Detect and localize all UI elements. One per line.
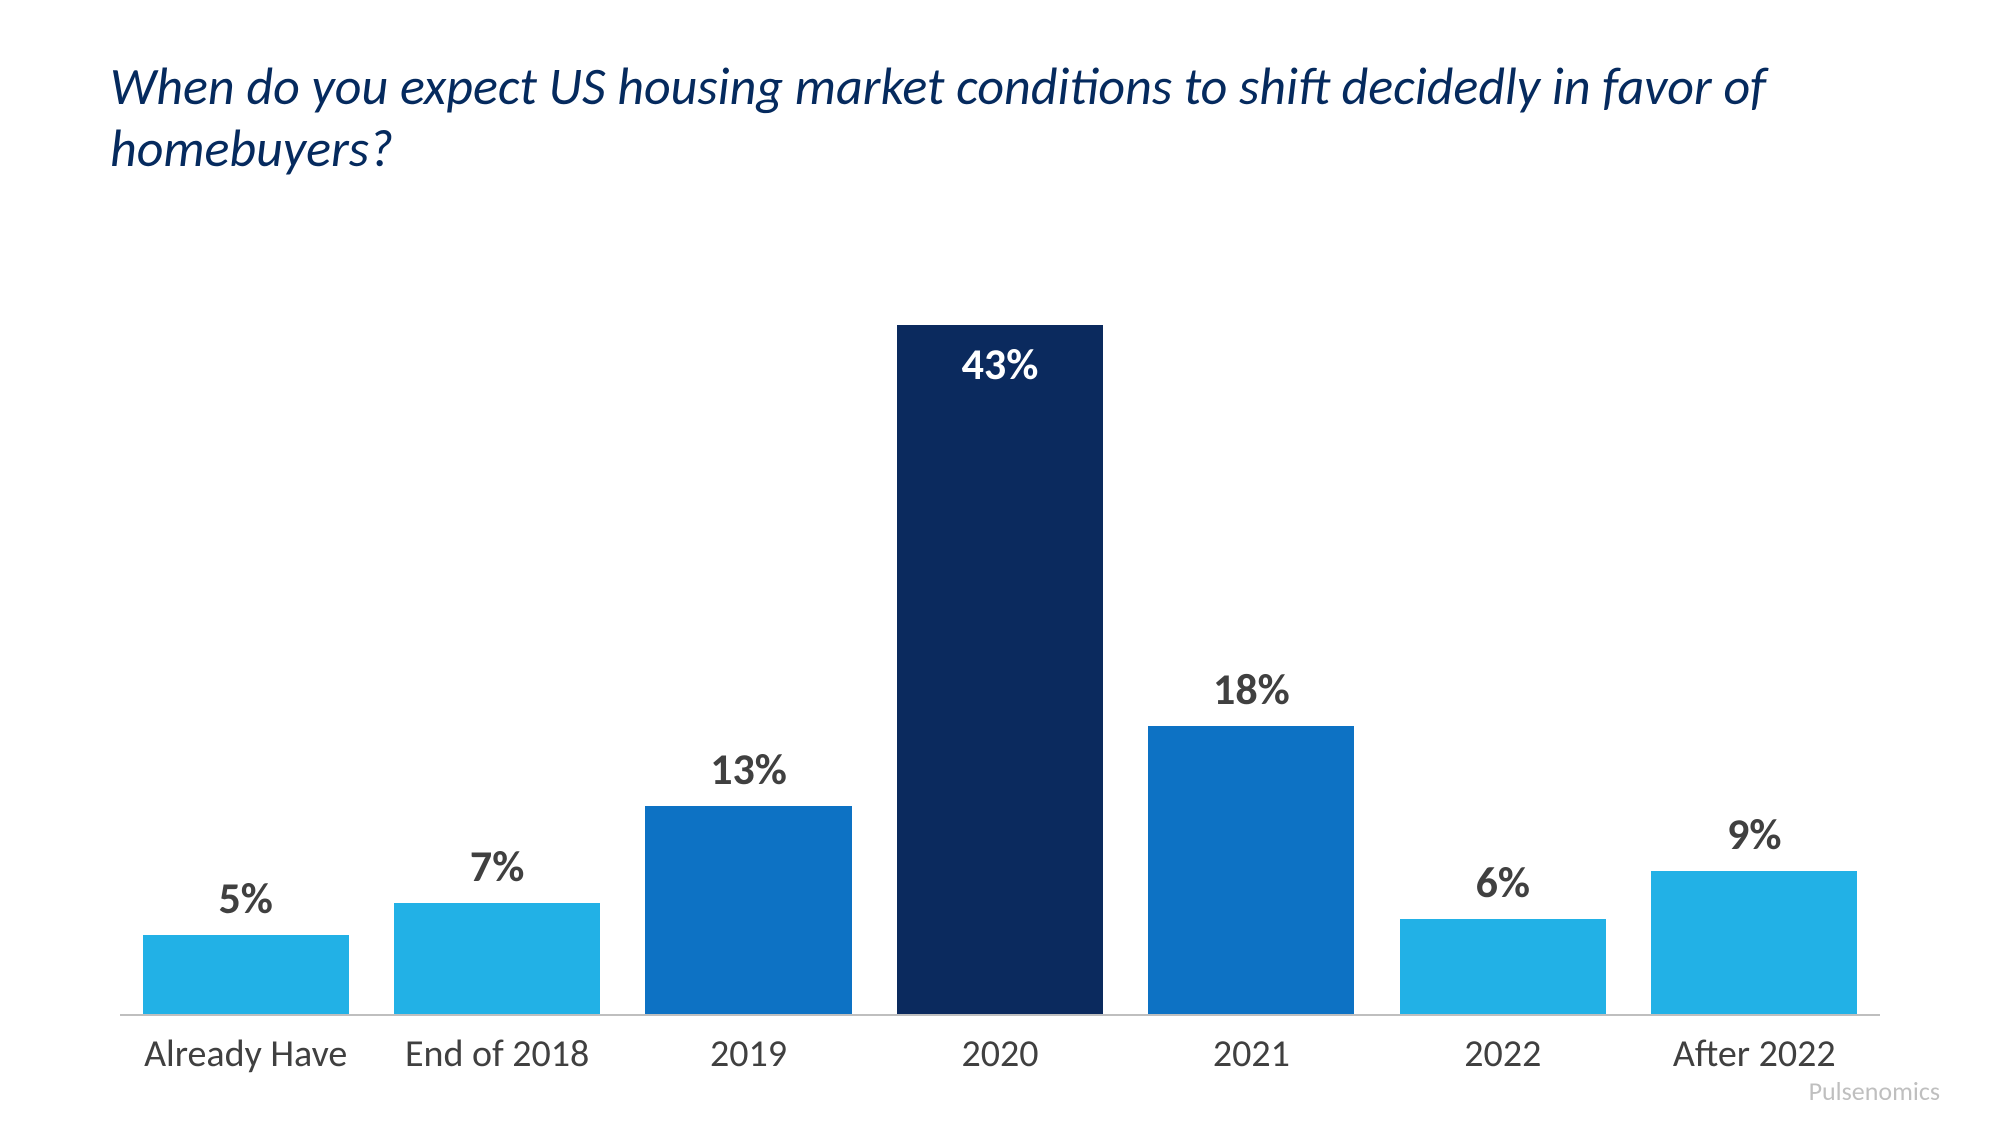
- bar-value-label: 43%: [962, 337, 1039, 391]
- bar-slot: 5%: [120, 165, 371, 1015]
- bar-slot: 13%: [623, 165, 874, 1015]
- bar-value-label: 9%: [1727, 807, 1781, 861]
- bar-value-label: 18%: [1213, 662, 1290, 716]
- bar-slot: 9%: [1629, 165, 1880, 1015]
- bar: [1148, 726, 1354, 1015]
- x-axis-label: Already Have: [120, 1031, 371, 1077]
- source-attribution: Pulsenomics: [1809, 1075, 1940, 1107]
- bar-value-label: 7%: [470, 839, 524, 893]
- bar: [1651, 871, 1857, 1015]
- page: When do you expect US housing market con…: [0, 0, 2000, 1125]
- x-axis-label: 2021: [1126, 1031, 1377, 1077]
- bar-slot: 6%: [1377, 165, 1628, 1015]
- bar-value-label: 13%: [710, 742, 787, 796]
- x-axis-label: 2022: [1377, 1031, 1628, 1077]
- bar-slot: 43%: [874, 165, 1125, 1015]
- bar: [143, 935, 349, 1015]
- bar: [394, 903, 600, 1015]
- x-axis-labels: Already HaveEnd of 20182019202020212022A…: [120, 1031, 1880, 1077]
- bar: [1400, 919, 1606, 1015]
- bar: 43%: [897, 325, 1103, 1015]
- chart-title: When do you expect US housing market con…: [110, 55, 1890, 180]
- bar: [645, 806, 851, 1015]
- x-axis-label: 2020: [874, 1031, 1125, 1077]
- x-axis-label: End of 2018: [371, 1031, 622, 1077]
- chart-baseline: [120, 1014, 1880, 1016]
- bar-slot: 18%: [1126, 165, 1377, 1015]
- x-axis-label: 2019: [623, 1031, 874, 1077]
- bar-value-label: 5%: [219, 871, 273, 925]
- bar-value-label: 6%: [1476, 855, 1530, 909]
- bar-slot: 7%: [371, 165, 622, 1015]
- bar-chart: 5% 7% 13% 43% 18% 6% 9%: [120, 165, 1880, 1015]
- x-axis-label: After 2022: [1629, 1031, 1880, 1077]
